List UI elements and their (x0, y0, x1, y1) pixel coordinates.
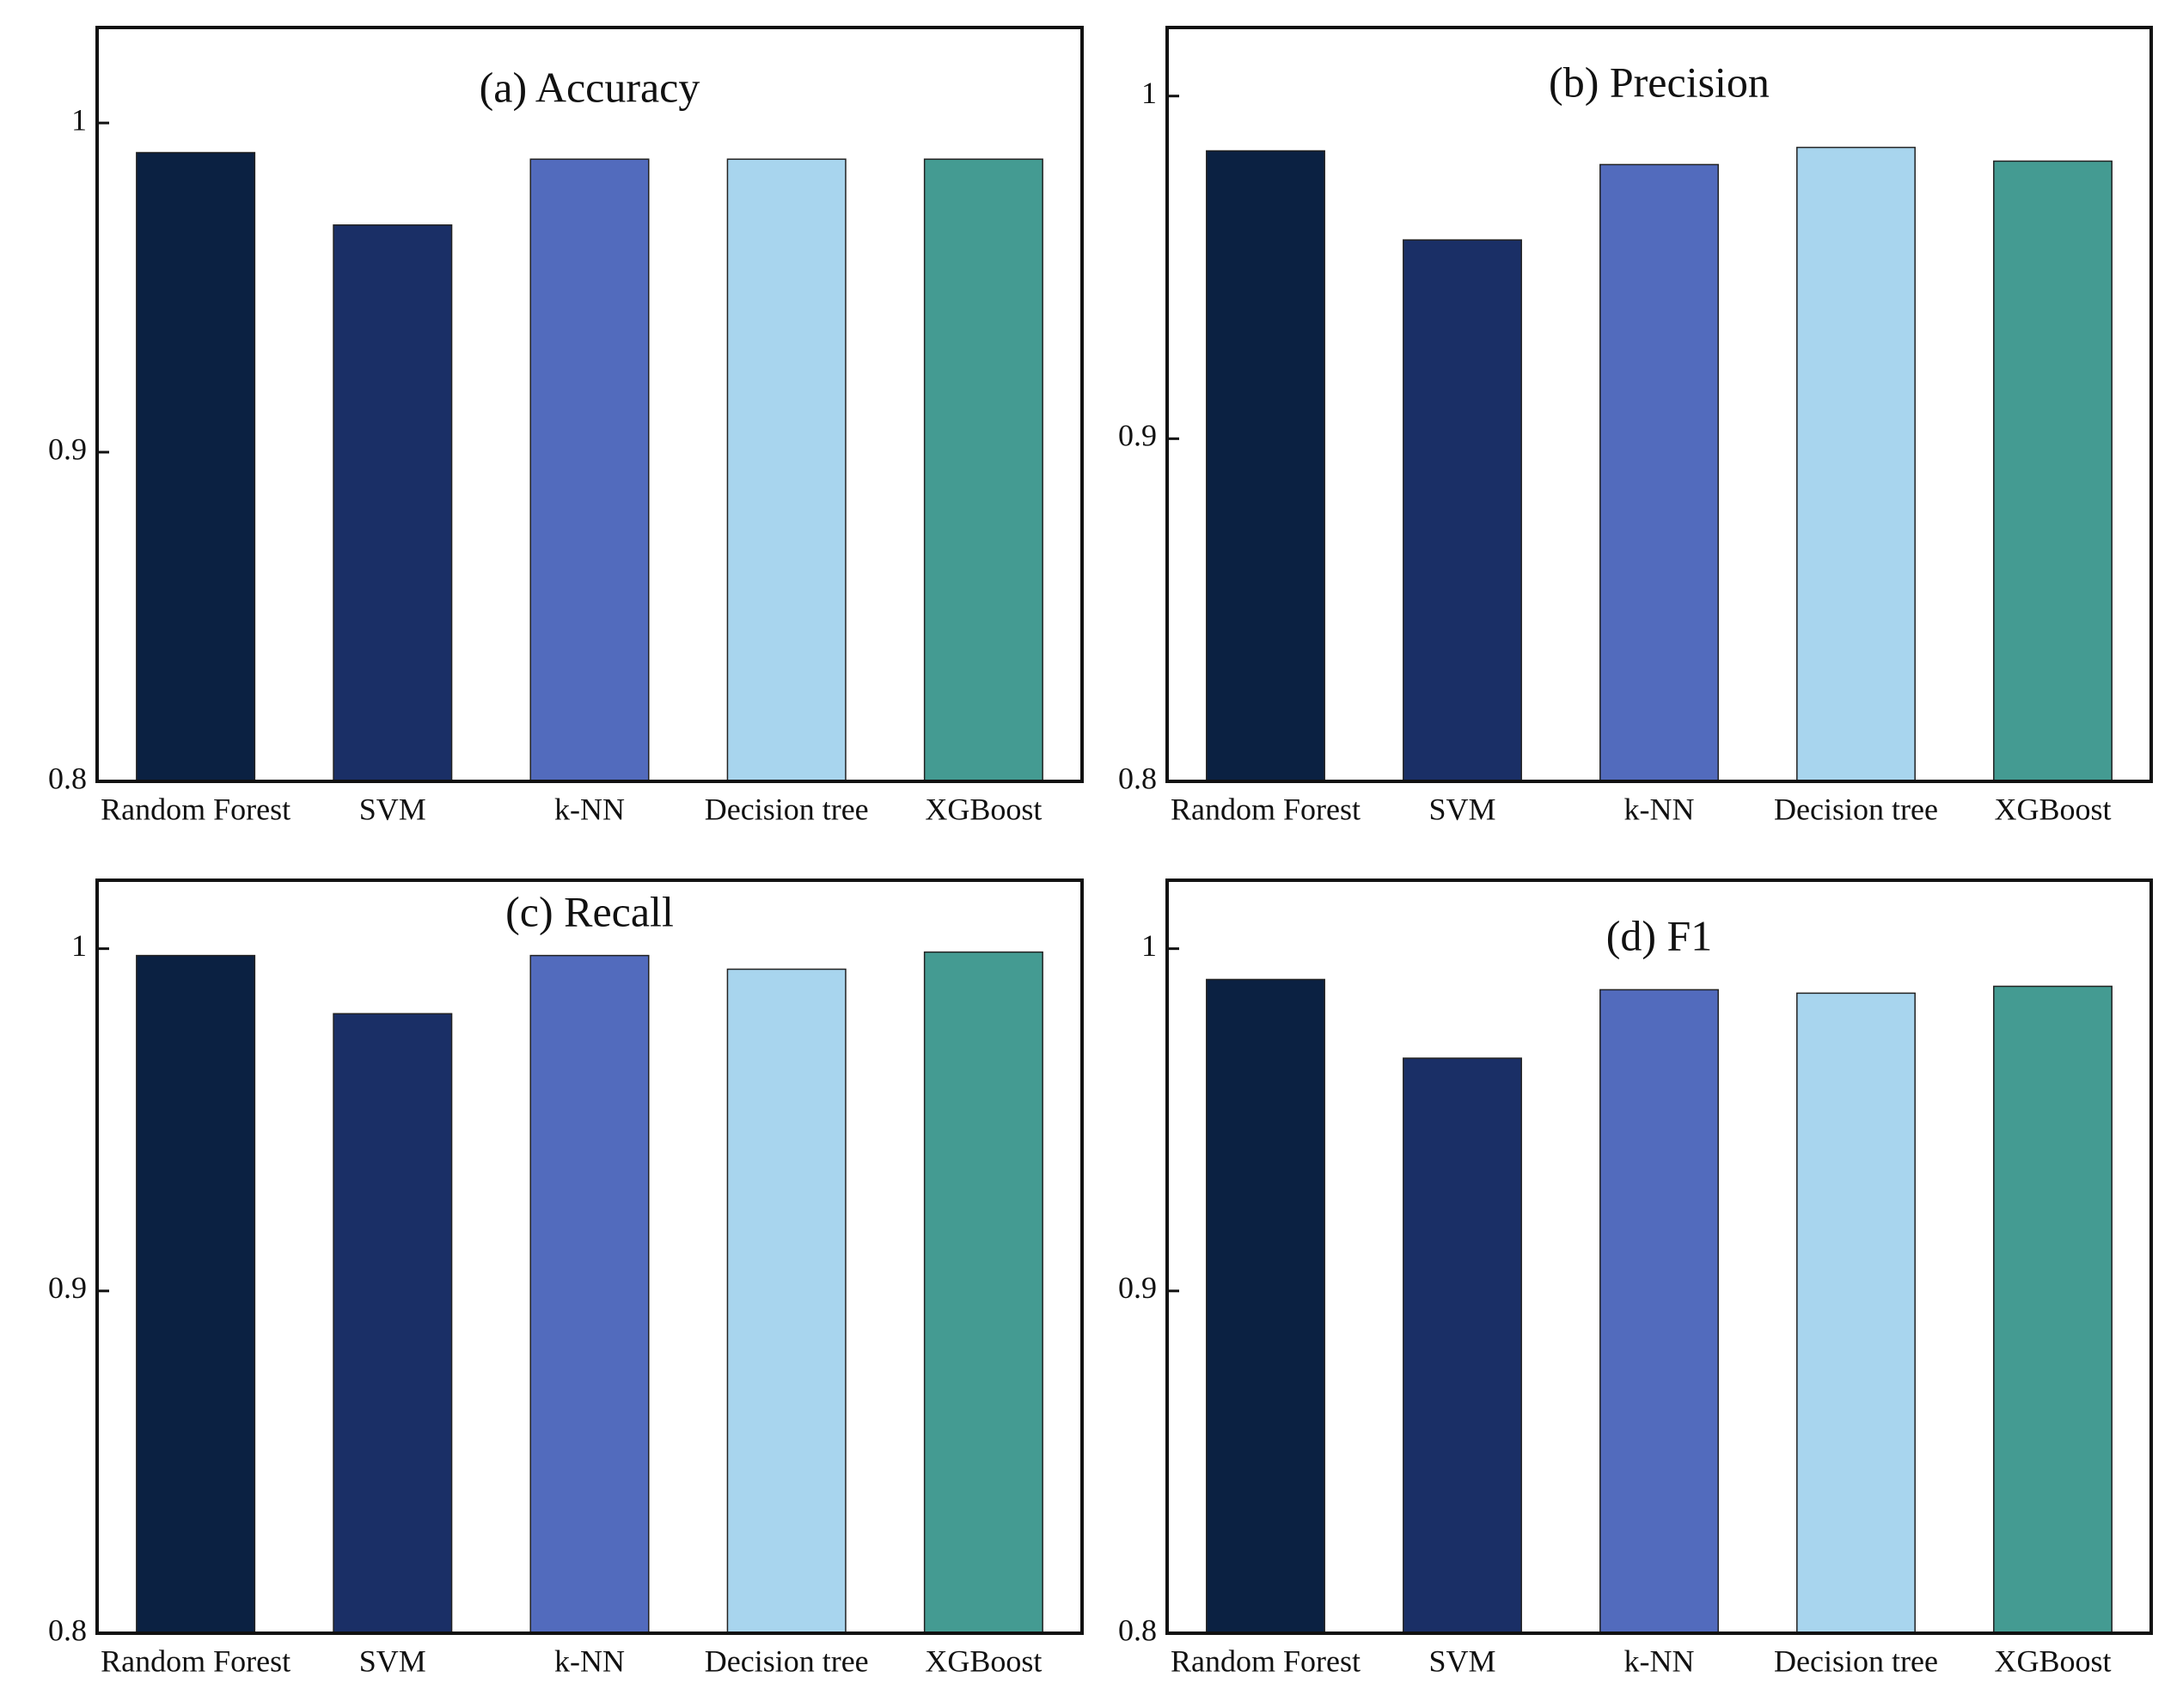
x-tick-label: Decision tree (1774, 792, 1938, 826)
x-tick-label: SVM (1428, 1644, 1495, 1678)
x-tick-label: XGBoost (1994, 1644, 2111, 1678)
bar (333, 224, 453, 782)
bar (1403, 239, 1522, 782)
y-tick-label: 0.9 (48, 432, 87, 466)
chart-title: (d) F1 (1606, 911, 1713, 959)
x-tick-label: k-NN (554, 1644, 625, 1678)
bar (1796, 992, 1916, 1634)
y-tick-label: 1 (71, 102, 87, 137)
y-tick-label: 0.8 (48, 1613, 87, 1647)
chart-title: (b) Precision (1549, 58, 1770, 106)
bar (1599, 163, 1719, 782)
bar (726, 968, 847, 1634)
bar (333, 1013, 453, 1634)
x-tick-label: k-NN (1624, 792, 1695, 826)
chart-title: (c) Recall (505, 887, 674, 935)
x-tick-label: XGBoost (925, 792, 1042, 826)
x-tick-label: SVM (359, 792, 426, 826)
bar (923, 158, 1043, 782)
bar (1993, 160, 2113, 782)
x-tick-label: Random Forest (101, 792, 290, 826)
y-tick-label: 0.8 (1118, 1613, 1157, 1647)
y-tick-label: 0.8 (1118, 761, 1157, 795)
plot-frame (95, 878, 1084, 1635)
x-tick-label: XGBoost (1994, 792, 2111, 826)
plot-frame (1165, 878, 2153, 1635)
x-tick-label: Decision tree (1774, 1644, 1938, 1678)
bar (136, 151, 256, 782)
x-tick-label: k-NN (1624, 1644, 1695, 1678)
bar (1206, 978, 1325, 1634)
y-tick-label: 0.9 (48, 1270, 87, 1305)
bar (529, 954, 650, 1634)
y-tick-label: 1 (1141, 928, 1157, 963)
y-tick-label: 0.9 (1118, 419, 1157, 453)
x-tick-label: Decision tree (705, 792, 869, 826)
bar (726, 158, 847, 782)
bar (529, 158, 650, 782)
x-tick-label: Decision tree (705, 1644, 869, 1678)
y-tick-label: 1 (71, 928, 87, 963)
y-tick-label: 0.8 (48, 761, 87, 795)
x-tick-label: XGBoost (925, 1644, 1042, 1678)
x-tick-label: Random Forest (1171, 792, 1361, 826)
chart-title: (a) Accuracy (480, 63, 700, 111)
x-tick-label: SVM (1428, 792, 1495, 826)
x-tick-label: SVM (359, 1644, 426, 1678)
x-tick-label: Random Forest (101, 1644, 290, 1678)
bar (1599, 989, 1719, 1634)
bar (1206, 150, 1325, 782)
plot-frame (95, 26, 1084, 783)
x-tick-label: k-NN (554, 792, 625, 826)
x-tick-label: Random Forest (1171, 1644, 1361, 1678)
bar (1993, 985, 2113, 1634)
y-tick-label: 1 (1141, 76, 1157, 110)
y-tick-label: 0.9 (1118, 1270, 1157, 1305)
bar (923, 951, 1043, 1634)
bar (1403, 1057, 1522, 1634)
bar (1796, 146, 1916, 782)
plot-frame (1165, 26, 2153, 783)
bar (136, 954, 256, 1634)
